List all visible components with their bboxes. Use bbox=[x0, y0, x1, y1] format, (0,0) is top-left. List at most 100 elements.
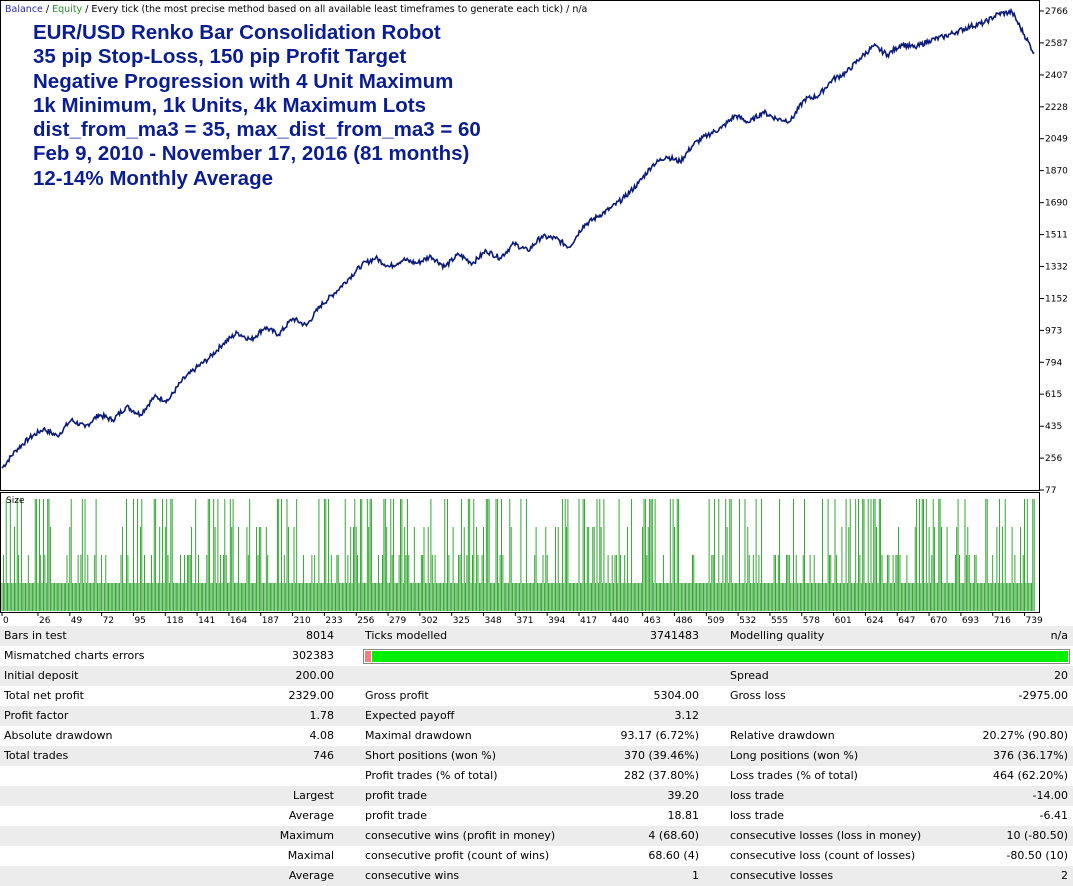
x-tick-label: 26 bbox=[39, 616, 51, 626]
y-tick-label: 1152 bbox=[1045, 295, 1068, 305]
report-value: 93.17 (6.72%) bbox=[620, 729, 699, 742]
report-row: Profit factor 1.78 Expected payoff 3.12 bbox=[0, 706, 1073, 726]
y-tick-label: 2049 bbox=[1045, 135, 1068, 145]
x-tick-label: 49 bbox=[71, 616, 83, 626]
annotation-line: 12-14% Monthly Average bbox=[33, 166, 274, 190]
x-tick-label: 233 bbox=[325, 616, 342, 626]
report-label: Bars in test bbox=[4, 629, 67, 642]
y-tick-label: 77 bbox=[1045, 486, 1056, 496]
report-row: Average consecutive wins 1 consecutive loss… bbox=[0, 866, 1073, 886]
legend-modelling-text: / Every tick (the most precise method ba… bbox=[82, 4, 588, 15]
progress-quality-segment bbox=[372, 651, 1068, 662]
report-label: Spread bbox=[730, 669, 769, 682]
report-value: 1.78 bbox=[309, 709, 335, 722]
report-value: 302383 bbox=[292, 649, 334, 662]
report-value: n/a bbox=[1050, 629, 1068, 642]
y-tick-label: 794 bbox=[1045, 358, 1062, 368]
progress-error-segment bbox=[365, 651, 371, 662]
report-value: Maximal bbox=[287, 849, 334, 862]
x-tick-label: 417 bbox=[580, 616, 597, 626]
report-label: Profit trades (% of total) bbox=[365, 769, 498, 782]
report-label: Maximal drawdown bbox=[365, 729, 472, 742]
x-tick-label: 394 bbox=[548, 616, 565, 626]
x-tick-label: 647 bbox=[898, 616, 915, 626]
report-value: 39.20 bbox=[667, 789, 700, 802]
report-value: 2 bbox=[1061, 869, 1068, 882]
x-tick-label: 624 bbox=[866, 616, 883, 626]
y-tick-label: 973 bbox=[1045, 326, 1062, 336]
report-value: 5304.00 bbox=[653, 689, 700, 702]
report-table: Bars in test 8014 Ticks modelled 3741483 Mod… bbox=[0, 626, 1073, 886]
report-label: consecutive profit (count of wins) bbox=[365, 849, 550, 862]
y-tick-label: 2587 bbox=[1045, 39, 1068, 49]
report-value: -2975.00 bbox=[1018, 689, 1068, 702]
y-tick-label: 1511 bbox=[1045, 231, 1068, 241]
report-row: Mismatched charts errors 302383 bbox=[0, 646, 1073, 666]
x-tick-label: 187 bbox=[262, 616, 279, 626]
report-row: Maximal consecutive profit (count of wins… bbox=[0, 846, 1073, 866]
x-tick-label: 440 bbox=[612, 616, 629, 626]
report-label: Modelling quality bbox=[730, 629, 825, 642]
x-axis-ticks: 0 26 49 72 95 118 141 164 187 210 233 256 279 302 325 3… bbox=[1, 612, 1043, 626]
x-tick-label: 739 bbox=[1026, 616, 1043, 626]
x-tick-label: 371 bbox=[516, 616, 533, 626]
x-tick-label: 555 bbox=[771, 616, 788, 626]
report-label: Relative drawdown bbox=[730, 729, 835, 742]
annotation-line: Negative Progression with 4 Unit Maximum bbox=[33, 69, 454, 93]
annotation-line: dist_from_ma3 = 35, max_dist_from_ma3 = … bbox=[33, 118, 481, 142]
y-axis-ticks: 2766 2587 2407 2228 2049 1870 1690 1511 1332 1152… bbox=[1040, 7, 1068, 496]
y-tick-label: 2228 bbox=[1045, 103, 1068, 113]
y-tick-label: 615 bbox=[1045, 390, 1062, 400]
report-label: consecutive wins (profit in money) bbox=[365, 829, 556, 842]
report-value: -14.00 bbox=[1032, 789, 1068, 802]
report-label: Short positions (won %) bbox=[365, 749, 497, 762]
report-label: Absolute drawdown bbox=[4, 729, 113, 742]
report-value: 464 (62.20%) bbox=[992, 769, 1068, 782]
y-tick-label: 2407 bbox=[1045, 71, 1068, 81]
chart-annotation: EUR/USD Renko Bar Consolidation Robot 35… bbox=[33, 21, 481, 191]
report-value: 746 bbox=[313, 749, 334, 762]
x-tick-label: 141 bbox=[198, 616, 215, 626]
x-tick-label: 210 bbox=[294, 616, 311, 626]
report-row: Absolute drawdown 4.08 Maximal drawdown 93.… bbox=[0, 726, 1073, 746]
report-label: consecutive wins bbox=[365, 869, 460, 882]
report-label: Ticks modelled bbox=[365, 629, 448, 642]
report-value: Average bbox=[288, 809, 334, 822]
x-tick-label: 486 bbox=[675, 616, 692, 626]
legend-separator: / bbox=[42, 4, 53, 15]
chart-area: 2766 2587 2407 2228 2049 1870 1690 1511 1332 1152… bbox=[0, 0, 1069, 626]
chart-legend: Balance / Equity / Every tick (the most … bbox=[5, 4, 587, 15]
x-tick-label: 325 bbox=[453, 616, 470, 626]
size-panel-label: Size bbox=[6, 496, 25, 506]
report-value: 1 bbox=[692, 869, 699, 882]
report-label: consecutive loss (count of losses) bbox=[730, 849, 916, 862]
mismatch-progress-bar bbox=[363, 649, 1070, 664]
x-tick-label: 509 bbox=[707, 616, 724, 626]
x-tick-label: 164 bbox=[230, 616, 247, 626]
y-tick-label: 256 bbox=[1045, 454, 1062, 464]
report-value: Average bbox=[288, 869, 334, 882]
report-label: profit trade bbox=[365, 809, 428, 822]
report-row: Total net profit 2329.00 Gross profit 5304.… bbox=[0, 686, 1073, 706]
report-label: loss trade bbox=[730, 809, 785, 822]
report-label: Expected payoff bbox=[365, 709, 455, 722]
x-tick-label: 0 bbox=[3, 616, 9, 626]
report-label: Initial deposit bbox=[4, 669, 79, 682]
y-tick-label: 1332 bbox=[1045, 262, 1068, 272]
report-value: 68.60 (4) bbox=[648, 849, 699, 862]
report-value: 10 (-80.50) bbox=[1006, 829, 1068, 842]
legend-equity: Equity bbox=[52, 4, 83, 15]
x-tick-label: 302 bbox=[421, 616, 438, 626]
report-label: consecutive losses (loss in money) bbox=[730, 829, 922, 842]
report-value: 20 bbox=[1054, 669, 1068, 682]
report-value: 3.12 bbox=[674, 709, 700, 722]
report-label: profit trade bbox=[365, 789, 428, 802]
annotation-line: EUR/USD Renko Bar Consolidation Robot bbox=[33, 21, 441, 44]
report-value: 20.27% (90.80) bbox=[982, 729, 1068, 742]
x-tick-label: 348 bbox=[485, 616, 502, 626]
report-value: 376 (36.17%) bbox=[992, 749, 1068, 762]
report-value: 4.08 bbox=[309, 729, 335, 742]
report-value: 18.81 bbox=[667, 809, 700, 822]
report-label: consecutive losses bbox=[730, 869, 834, 882]
report-value: 370 (39.46%) bbox=[623, 749, 699, 762]
